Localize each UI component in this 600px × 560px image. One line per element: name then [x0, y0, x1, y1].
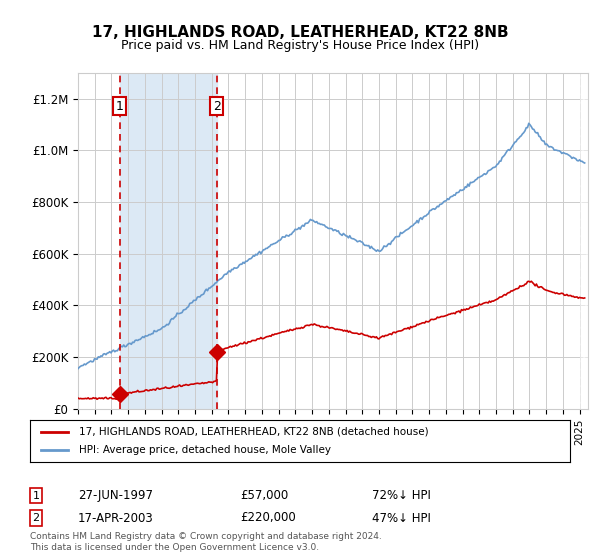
- Text: HPI: Average price, detached house, Mole Valley: HPI: Average price, detached house, Mole…: [79, 445, 331, 455]
- Bar: [580, 73, 588, 409]
- Bar: [119, 73, 217, 409]
- Text: 1: 1: [32, 491, 40, 501]
- Text: 72%↓ HPI: 72%↓ HPI: [372, 489, 431, 502]
- Text: 47%↓ HPI: 47%↓ HPI: [372, 511, 431, 525]
- Text: 17-APR-2003: 17-APR-2003: [78, 511, 154, 525]
- Text: 17, HIGHLANDS ROAD, LEATHERHEAD, KT22 8NB (detached house): 17, HIGHLANDS ROAD, LEATHERHEAD, KT22 8N…: [79, 427, 428, 437]
- Text: £57,000: £57,000: [240, 489, 288, 502]
- Text: Price paid vs. HM Land Registry's House Price Index (HPI): Price paid vs. HM Land Registry's House …: [121, 39, 479, 52]
- Text: 2: 2: [32, 513, 40, 523]
- Text: Contains HM Land Registry data © Crown copyright and database right 2024.
This d: Contains HM Land Registry data © Crown c…: [30, 532, 382, 552]
- Text: £220,000: £220,000: [240, 511, 296, 525]
- Text: 27-JUN-1997: 27-JUN-1997: [78, 489, 153, 502]
- Text: 2: 2: [212, 100, 221, 113]
- Text: 17, HIGHLANDS ROAD, LEATHERHEAD, KT22 8NB: 17, HIGHLANDS ROAD, LEATHERHEAD, KT22 8N…: [92, 25, 508, 40]
- Text: 1: 1: [116, 100, 124, 113]
